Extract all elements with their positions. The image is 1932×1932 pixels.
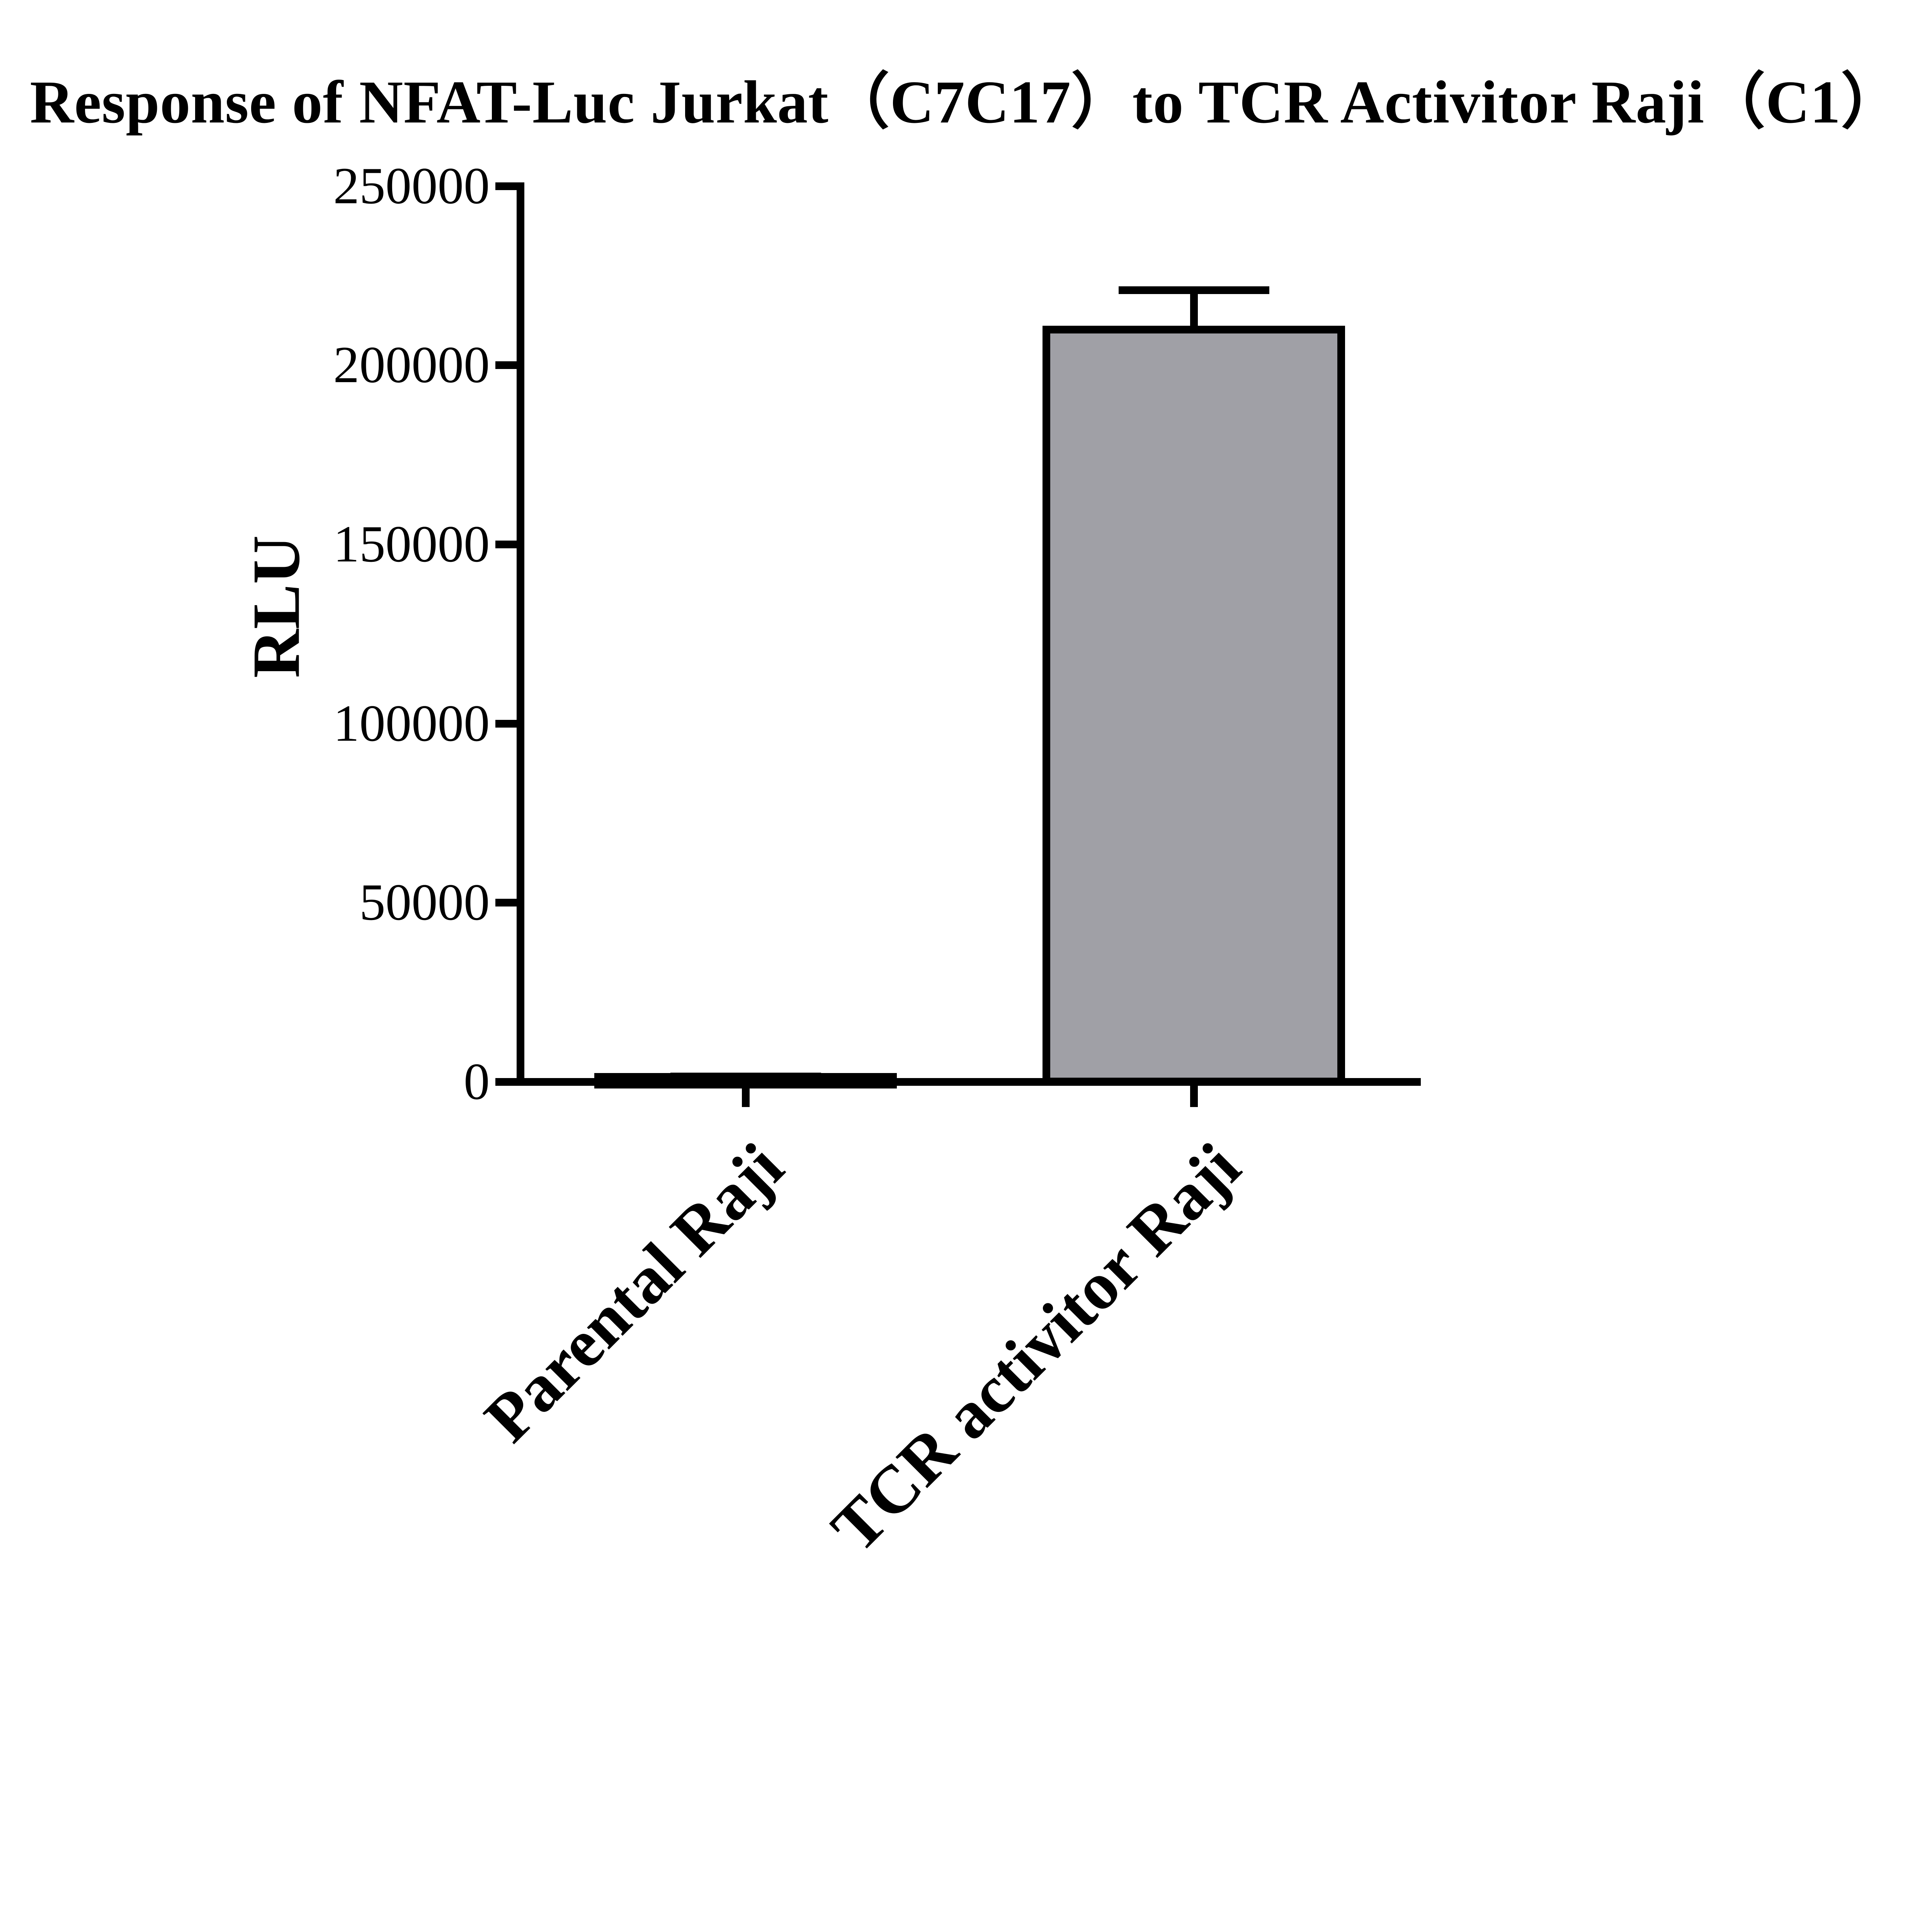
y-axis-tick-label: 150000 bbox=[333, 515, 490, 573]
y-axis-tick-label: 0 bbox=[464, 1053, 490, 1111]
y-axis-tick bbox=[495, 719, 517, 728]
error-bar-line-tcr-activitor-raji bbox=[1190, 286, 1198, 330]
y-axis-tick bbox=[495, 540, 517, 548]
error-bar-cap-tcr-activitor-raji bbox=[1118, 286, 1269, 294]
y-axis-tick-label: 200000 bbox=[333, 336, 490, 394]
x-axis-tick bbox=[1190, 1085, 1198, 1107]
y-axis-tick-label: 100000 bbox=[333, 694, 490, 752]
bar-parental-raji bbox=[594, 1073, 897, 1088]
y-axis-tick bbox=[495, 182, 517, 190]
bar-tcr-activitor-raji bbox=[1043, 326, 1345, 1086]
y-axis-line bbox=[517, 182, 524, 1086]
x-axis-tick bbox=[742, 1085, 750, 1107]
y-axis-tick bbox=[495, 1078, 517, 1086]
y-axis-tick bbox=[495, 899, 517, 906]
x-category-label-parental-raji: Parental Raji bbox=[470, 1129, 798, 1456]
bar-chart-figure: Response of NFAT-Luc Jurkat（C7C17）to TCR… bbox=[30, 69, 1902, 1556]
chart-title: Response of NFAT-Luc Jurkat（C7C17）to TCR… bbox=[30, 69, 1902, 136]
y-axis-tick-label: 50000 bbox=[359, 874, 490, 931]
y-axis-tick bbox=[495, 361, 517, 369]
y-axis-tick-label: 250000 bbox=[333, 157, 490, 215]
x-category-label-tcr-activitor-raji: TCR activitor Raji bbox=[817, 1129, 1255, 1556]
